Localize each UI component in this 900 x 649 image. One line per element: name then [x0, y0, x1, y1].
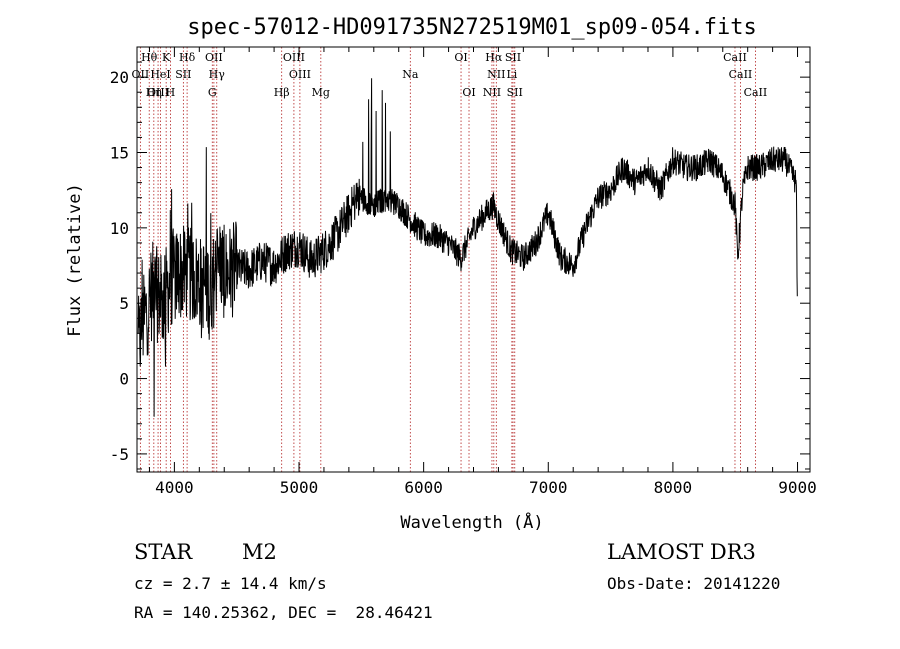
chart-title: spec-57012-HD091735N272519M01_sp09-054.f…: [187, 15, 757, 40]
object-subclass: M2: [242, 540, 277, 564]
y-tick-label-2: 5: [119, 294, 129, 313]
x-tick-label-5: 9000: [778, 478, 817, 497]
line-label-10: HeI: [150, 68, 170, 81]
y-tick-label-1: 0: [119, 370, 129, 389]
x-tick-label-4: 8000: [654, 478, 693, 497]
spectrum-line: [137, 78, 798, 417]
line-label-3: OII: [205, 51, 223, 64]
line-label-6: Hα: [485, 51, 503, 64]
line-label-8: CaII: [723, 51, 747, 64]
line-label-0: Hθ: [141, 51, 158, 64]
x-tick-label-1: 5000: [280, 478, 319, 497]
line-label-19: H: [166, 86, 176, 99]
line-label-18: Hη: [146, 86, 162, 99]
line-label-7: SII: [505, 51, 521, 64]
line-label-21: Hβ: [274, 86, 290, 99]
x-tick-label-3: 7000: [529, 478, 568, 497]
redshift-text: cz = 2.7 ± 14.4 km/s: [134, 574, 327, 593]
line-label-26: SII: [507, 86, 523, 99]
y-tick-label-3: 10: [110, 219, 129, 238]
line-label-27: CaII: [744, 86, 768, 99]
line-label-12: Hγ: [209, 68, 226, 81]
x-tick-label-0: 4000: [155, 478, 194, 497]
line-label-2: Hδ: [179, 51, 196, 64]
x-axis-label: Wavelength (Å): [400, 511, 543, 533]
coordinates-text: RA = 140.25362, DEC = 28.46421: [134, 603, 433, 622]
reference-lines-layer: [139, 47, 756, 472]
obs-date-text: Obs-Date: 20141220: [607, 574, 781, 593]
x-tick-label-2: 6000: [404, 478, 443, 497]
line-label-13: OIII: [289, 68, 311, 81]
line-label-23: Na: [402, 68, 419, 81]
y-tick-label-0: -5: [110, 445, 129, 464]
line-label-11: SII: [175, 68, 191, 81]
line-label-25: NII: [483, 86, 501, 99]
y-tick-label-5: 20: [110, 68, 129, 87]
y-axis-label: Flux (relative): [65, 183, 85, 337]
y-axis: -5 0 5 10 15 20: [110, 61, 810, 470]
line-label-1: K: [162, 51, 171, 64]
line-label-15: Li: [506, 68, 517, 81]
line-label-5: OI: [454, 51, 467, 64]
line-label-9: OII: [132, 68, 150, 81]
x-axis: 4000 5000 6000 7000 8000 9000: [148, 47, 817, 497]
y-tick-label-4: 15: [110, 143, 129, 162]
line-label-20: G: [208, 86, 217, 99]
line-label-22: Mg: [312, 86, 330, 99]
line-label-24: OI: [462, 86, 475, 99]
line-label-14: NII: [487, 68, 505, 81]
object-class: STAR: [134, 540, 193, 564]
line-label-16: CaII: [729, 68, 753, 81]
line-label-17: OIII: [147, 86, 169, 99]
line-label-4: OIII: [283, 51, 305, 64]
survey-label: LAMOST DR3: [607, 540, 756, 564]
